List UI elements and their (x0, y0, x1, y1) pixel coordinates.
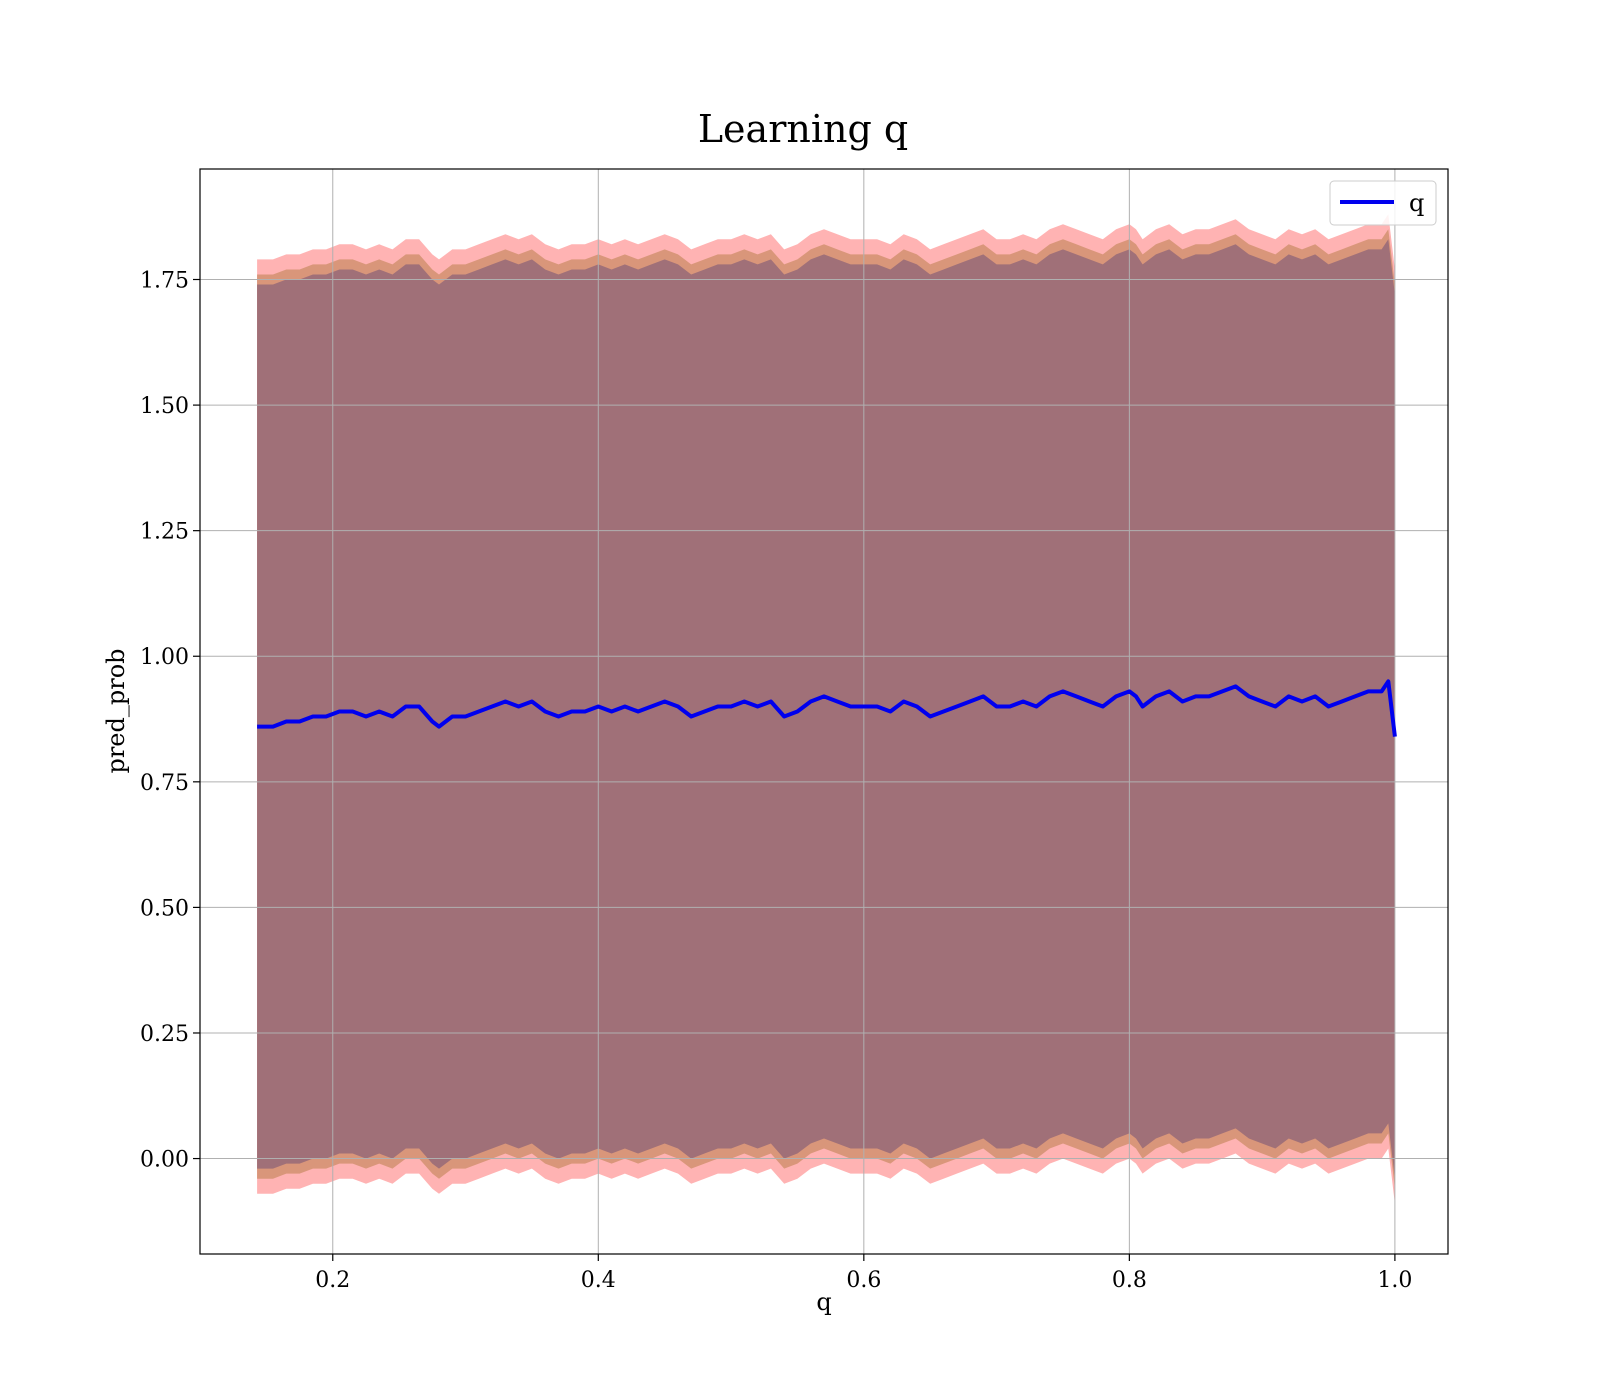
x-tick-label: 0.2 (315, 1268, 350, 1293)
y-tick-label: 1.50 (140, 394, 189, 419)
x-tick-label: 0.4 (581, 1268, 616, 1293)
series-line-q (257, 679, 1397, 737)
x-tick-label: 0.6 (846, 1268, 881, 1293)
x-axis-label: q (816, 1288, 831, 1316)
y-tick-label: 0.25 (140, 1022, 189, 1047)
series-lines (257, 679, 1397, 737)
y-tick-label: 1.75 (140, 269, 189, 294)
y-tick-label: 1.25 (140, 520, 189, 545)
band-inner-band (257, 239, 1395, 1179)
y-tick-label: 0.50 (140, 896, 189, 921)
x-axis-ticks: 0.2 0.4 0.6 0.8 1.0 (315, 1254, 1412, 1293)
y-axis-ticks: 0.00 0.25 0.50 0.75 1.00 1.25 1.50 1.75 (140, 269, 200, 1173)
chart-title: Learning q (698, 107, 908, 151)
x-tick-label: 0.8 (1112, 1268, 1147, 1293)
plot-frame (199, 168, 1449, 1255)
grid-lines (200, 169, 1448, 1254)
y-tick-label: 0.75 (140, 771, 189, 796)
y-tick-label: 0.00 (140, 1148, 189, 1173)
legend: q (1329, 180, 1437, 226)
x-tick-label: 1.0 (1377, 1268, 1412, 1293)
y-axis-label: pred_prob (102, 648, 130, 773)
legend-label-q: q (1409, 189, 1424, 217)
confidence-bands (257, 214, 1395, 1204)
y-tick-label: 1.00 (140, 645, 189, 670)
